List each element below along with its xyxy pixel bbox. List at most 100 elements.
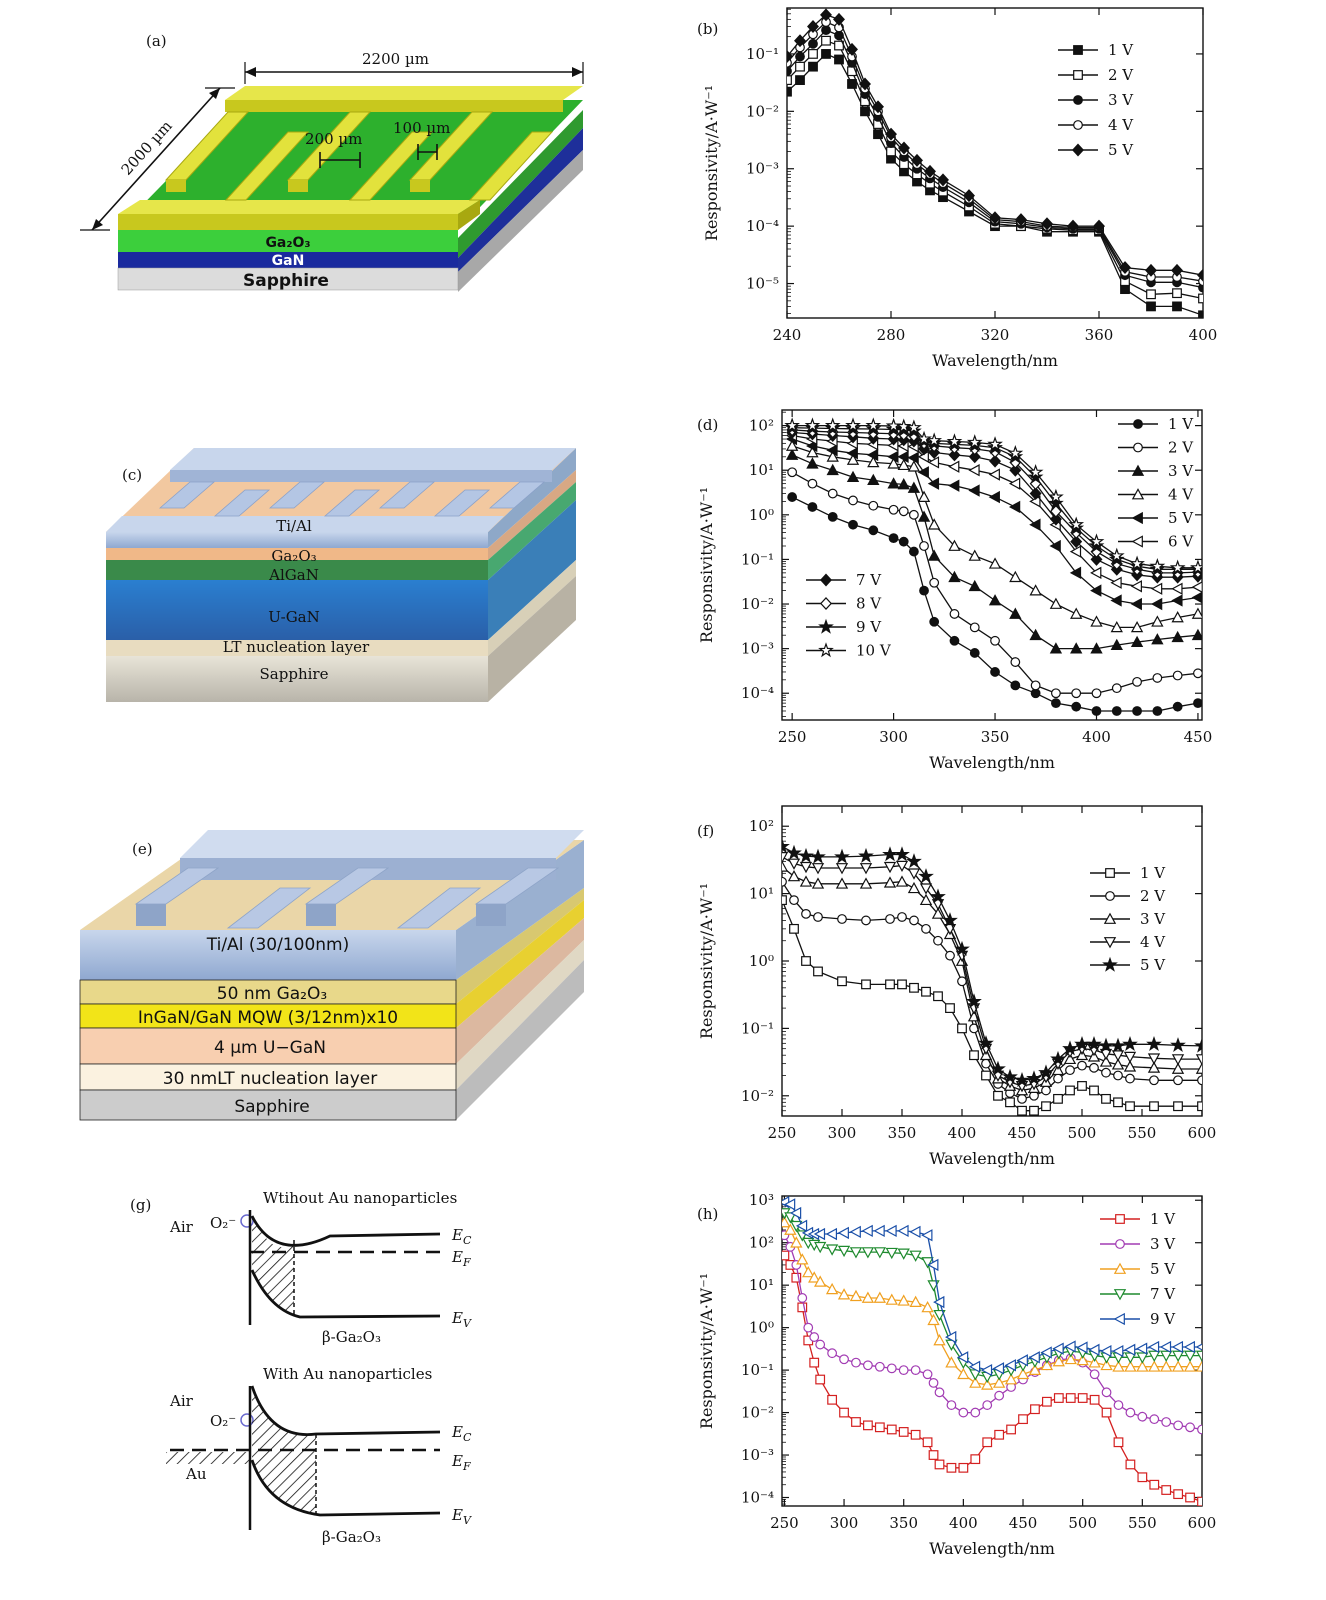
series-line <box>782 856 1202 1087</box>
panel-a-device-schematic: (a) 2200 <box>80 32 584 292</box>
data-point <box>1065 1085 1075 1096</box>
data-point <box>1169 559 1186 575</box>
legend-item: 6 V <box>1118 533 1194 551</box>
data-point <box>946 1462 957 1473</box>
x-tick-label: 400 <box>948 1124 977 1142</box>
data-point <box>1027 468 1044 484</box>
data-point <box>882 846 898 862</box>
data-point <box>1099 1048 1113 1061</box>
data-point <box>1010 657 1021 667</box>
chart-h: 250 300 350 400 450 500 550 600 10³ 10² 10¹ 10⁰ 10⁻¹… <box>697 1191 1216 1558</box>
data-point <box>1195 1360 1202 1372</box>
data-point <box>837 976 847 987</box>
data-point <box>992 1362 1005 1375</box>
data-point <box>897 1224 909 1238</box>
data-point <box>957 976 967 987</box>
x-tick-label: 350 <box>889 1514 918 1532</box>
legend-marker <box>820 597 832 610</box>
data-point <box>861 915 871 926</box>
data-point <box>868 525 879 536</box>
data-point <box>933 1334 946 1346</box>
legend-marker <box>1115 1214 1125 1224</box>
data-point <box>1090 615 1103 627</box>
legend-label: 7 V <box>856 571 882 589</box>
data-point <box>1137 1472 1148 1483</box>
data-point <box>1125 1407 1136 1418</box>
ev-label-bottom: EV <box>451 1506 472 1527</box>
x-tick-label: 300 <box>828 1124 857 1142</box>
panel-label-f: (f) <box>697 822 714 840</box>
data-point <box>1008 477 1021 490</box>
data-point <box>1123 1051 1137 1064</box>
x-tick-label: 250 <box>770 1514 799 1532</box>
data-point <box>1052 1355 1065 1367</box>
data-point <box>820 8 832 22</box>
sapphire-layer <box>117 267 459 291</box>
series-5v <box>782 1216 1202 1390</box>
data-point <box>945 1356 958 1368</box>
data-point <box>898 1365 909 1376</box>
data-point <box>928 1450 939 1460</box>
data-point <box>1088 537 1105 553</box>
data-point <box>1029 584 1042 596</box>
panel-e-device-schematic: (e) Ti/Al (30/100nm) 50 nm Ga₂O₃ <box>79 830 584 1121</box>
data-point <box>791 1272 802 1283</box>
legend-marker <box>1105 891 1115 901</box>
legend-item: 9 V <box>806 618 882 636</box>
data-point <box>1198 310 1203 318</box>
data-point <box>1062 1040 1078 1056</box>
air-label-bottom: Air <box>169 1392 194 1410</box>
dimension-100: 100 µm <box>393 119 450 137</box>
data-point <box>1191 581 1202 593</box>
legend-label: 5 V <box>1150 1260 1176 1278</box>
data-point <box>1110 620 1123 633</box>
data-point <box>1016 1367 1030 1380</box>
data-point <box>1090 642 1103 654</box>
x-tick-label: 300 <box>879 728 908 746</box>
legend-item: 5 V <box>1090 956 1166 974</box>
data-point <box>919 585 929 596</box>
data-point <box>1170 1037 1186 1053</box>
data-point <box>1049 597 1063 609</box>
data-point <box>785 439 799 451</box>
y-axis-label: Responsivity/A·W⁻¹ <box>697 883 716 1039</box>
data-point <box>847 79 857 89</box>
data-point <box>988 468 1000 481</box>
data-point <box>1195 1062 1202 1074</box>
data-point <box>1005 1097 1015 1108</box>
data-point <box>1149 1075 1159 1086</box>
dimension-200: 200 µm <box>305 130 362 148</box>
layer-label-ga2o3-e: 50 nm Ga₂O₃ <box>217 984 327 1004</box>
data-point <box>1028 1363 1042 1376</box>
x-tick-label: 550 <box>1128 1514 1157 1532</box>
series-3v <box>782 1230 1202 1435</box>
legend-marker <box>1131 488 1145 500</box>
series-line <box>783 1255 1202 1503</box>
data-point <box>933 935 943 946</box>
legend-item: 5 V <box>1100 1260 1176 1278</box>
data-point <box>787 492 798 502</box>
data-point <box>927 477 940 490</box>
data-point <box>969 648 980 658</box>
series-1v <box>787 492 1202 716</box>
data-point <box>1009 570 1022 583</box>
data-point <box>849 1225 861 1239</box>
data-point <box>1030 680 1041 691</box>
data-point <box>865 417 882 433</box>
data-point <box>799 861 813 874</box>
data-point <box>1108 547 1125 563</box>
series-1v <box>782 895 1202 1116</box>
data-point <box>851 1357 861 1368</box>
data-point <box>898 141 910 155</box>
data-point <box>888 504 899 515</box>
data-point <box>1074 1036 1090 1052</box>
data-point <box>1146 289 1156 300</box>
data-point <box>1172 301 1182 312</box>
legend-marker <box>1113 1312 1125 1326</box>
data-point <box>1071 701 1082 712</box>
data-point <box>1171 611 1184 623</box>
data-point <box>1197 1424 1202 1435</box>
data-point <box>826 444 838 457</box>
data-point <box>897 458 910 471</box>
data-point <box>837 1288 851 1300</box>
